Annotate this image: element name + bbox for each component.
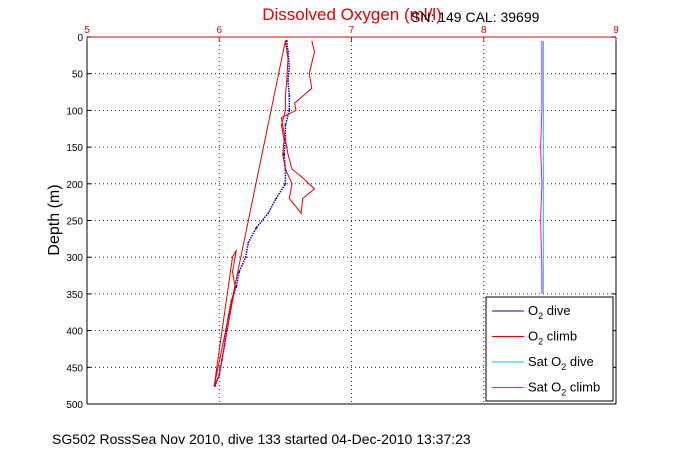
legend-entry: Sat O2 dive: [528, 354, 594, 372]
series-point-0: [255, 226, 258, 229]
y-tick-label: 250: [66, 217, 83, 228]
series-point-0: [288, 94, 291, 97]
series-point-0: [267, 212, 270, 215]
series-point-0: [284, 124, 287, 126]
series-point-0: [284, 182, 287, 185]
y-tick-label: 100: [66, 106, 83, 117]
series-line-3: [540, 40, 543, 294]
y-axis-ticks: 0 50 100 150 200 250 300 350 400 450 500: [66, 33, 616, 411]
y-tick-label: 400: [66, 327, 83, 338]
series-line-1: [213, 40, 316, 388]
legend: O2 dive O2 climb Sat O2 dive Sat O2 climb: [485, 296, 614, 402]
y-tick-label: 300: [66, 253, 83, 264]
series-point-0: [235, 285, 238, 288]
x-tick-label: 6: [216, 25, 222, 36]
y-tick-label: 150: [66, 143, 83, 154]
series-point-0: [238, 270, 240, 273]
data-series: [213, 39, 544, 388]
series-point-0: [247, 241, 250, 244]
y-tick-label: 500: [66, 400, 83, 411]
y-tick-label: 450: [66, 363, 83, 374]
series-point-0: [288, 65, 291, 68]
series-point-0: [288, 109, 291, 112]
y-tick-label: 200: [66, 180, 83, 191]
series-point-0: [285, 39, 288, 42]
y-tick-label: 0: [77, 33, 83, 44]
chart-title: Dissolved Oxygen (ml/l): [262, 5, 442, 24]
y-tick-label: 350: [66, 290, 83, 301]
x-tick-label: 9: [613, 25, 619, 36]
legend-box: [485, 296, 614, 402]
x-tick-label: 7: [349, 25, 355, 36]
legend-entry: O2 climb: [528, 329, 577, 347]
calibration-label: SN: 149 CAL: 39699: [411, 9, 540, 25]
legend-entry: Sat O2 climb: [528, 380, 600, 398]
footer-caption: SG502 RossSea Nov 2010, dive 133 started…: [52, 431, 471, 447]
y-axis-label: Depth (m): [46, 184, 63, 255]
legend-entry: O2 dive: [528, 303, 571, 321]
series-point-0: [283, 153, 285, 156]
x-tick-label: 5: [84, 25, 90, 36]
x-tick-label: 8: [481, 25, 487, 36]
series-point-0: [244, 256, 247, 259]
series-point-0: [287, 50, 289, 53]
y-tick-label: 50: [72, 70, 84, 81]
x-axis-ticks: 5 6 7 8 9: [84, 25, 619, 41]
series-point-0: [287, 80, 289, 82]
series-point-0: [275, 197, 278, 200]
